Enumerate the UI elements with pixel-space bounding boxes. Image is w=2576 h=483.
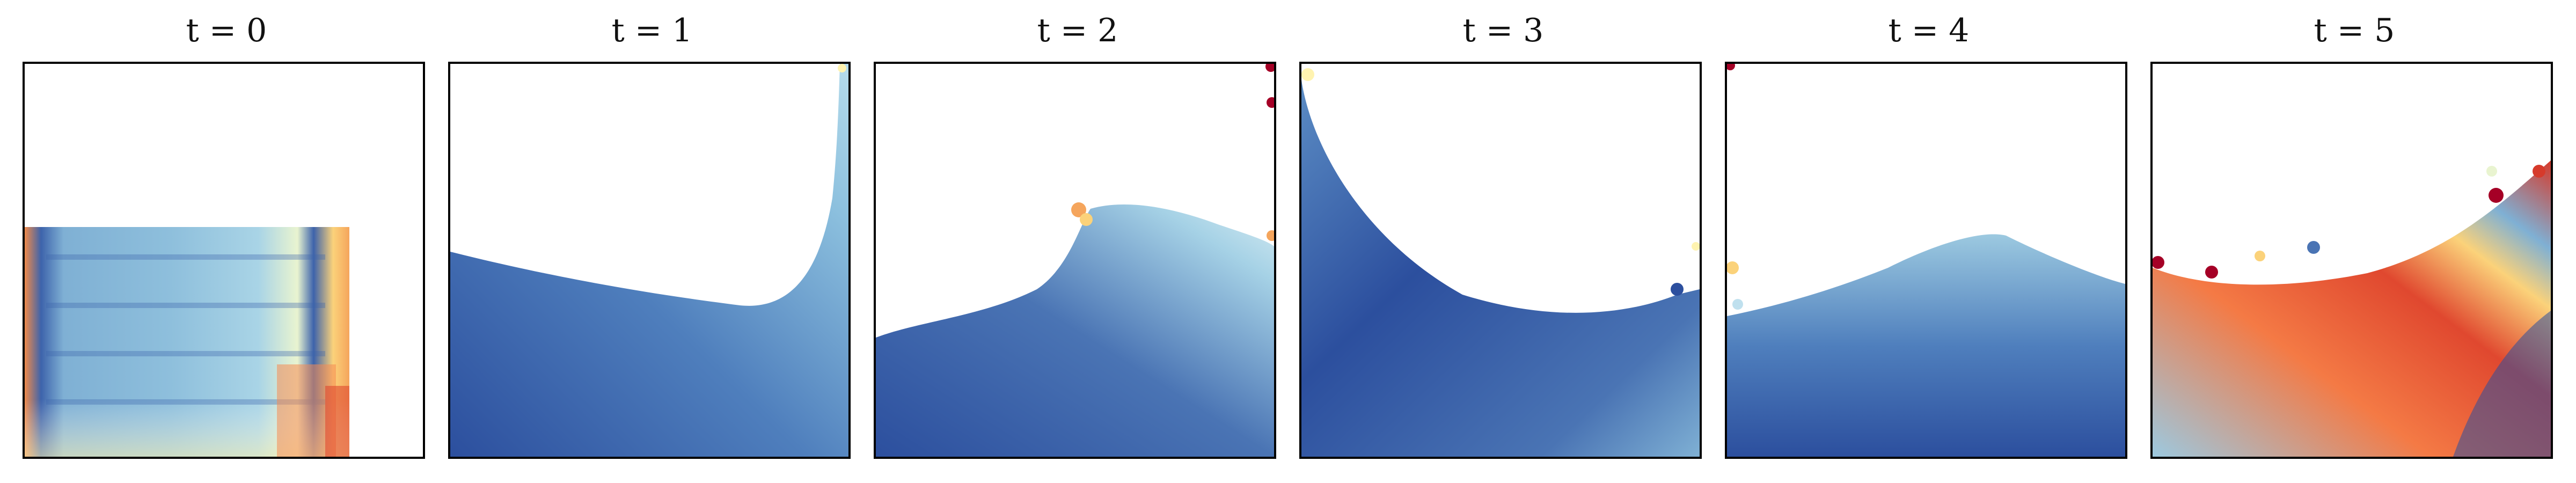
panel-t5: t = 5 <box>2150 0 2558 483</box>
panel-title: t = 1 <box>611 12 693 49</box>
particle-field <box>1301 68 1700 457</box>
panel-title: t = 2 <box>1037 12 1118 49</box>
particle-field <box>450 64 848 457</box>
panel-t1: t = 1 <box>448 0 856 483</box>
plot-frame <box>1299 62 1702 459</box>
plot-frame <box>23 62 425 459</box>
particle-field <box>2153 160 2551 457</box>
panel-t4: t = 4 <box>1725 0 2133 483</box>
panel-t2: t = 2 <box>874 0 1282 483</box>
panel-title: t = 0 <box>186 12 267 49</box>
particle-field <box>876 64 1274 457</box>
plot-frame <box>448 62 851 459</box>
plot-frame <box>2150 62 2553 459</box>
particle-field <box>1727 64 2125 457</box>
panel-title: t = 5 <box>2314 12 2395 49</box>
panel-t3: t = 3 <box>1299 0 1707 483</box>
panel-title: t = 4 <box>1888 12 1970 49</box>
plot-frame <box>874 62 1276 459</box>
panel-title: t = 3 <box>1462 12 1544 49</box>
panel-t0: t = 0 <box>23 0 430 483</box>
particle-field <box>25 227 349 457</box>
plot-frame <box>1725 62 2127 459</box>
